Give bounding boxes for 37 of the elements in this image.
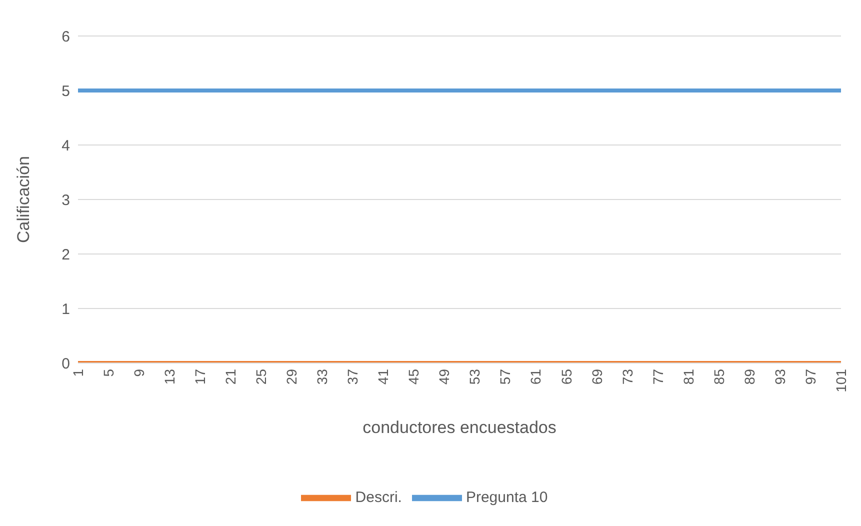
x-tick-label: 29 — [284, 368, 300, 385]
y-tick-label: 2 — [62, 246, 70, 264]
legend-label: Pregunta 10 — [466, 488, 548, 506]
x-tick-label: 1 — [70, 368, 86, 377]
x-tick-label: 33 — [314, 368, 330, 385]
x-tick-label: 61 — [528, 368, 544, 385]
x-tick-label: 69 — [588, 368, 605, 385]
x-tick-label: 13 — [162, 368, 178, 385]
x-tick-label: 49 — [436, 368, 452, 385]
x-tick-label: 101 — [832, 368, 849, 392]
x-tick-label: 97 — [802, 368, 818, 385]
y-tick-label: 3 — [62, 192, 70, 209]
x-axis-title: conductores encuestados — [362, 418, 556, 437]
x-tick-label: 21 — [222, 368, 239, 385]
x-tick-label: 89 — [741, 368, 758, 385]
x-tick-label: 81 — [680, 368, 696, 385]
x-tick-label: 77 — [650, 368, 666, 385]
x-tick-label: 45 — [406, 368, 422, 385]
y-tick-label: 4 — [62, 137, 70, 154]
x-tick-label: 65 — [558, 368, 574, 385]
x-tick-label: 57 — [497, 368, 514, 385]
legend-label: Descri. — [355, 488, 402, 506]
x-tick-label: 85 — [710, 368, 727, 385]
y-tick-label: 0 — [62, 355, 70, 372]
x-tick-label: 93 — [772, 368, 788, 385]
x-tick-label: 17 — [192, 368, 208, 385]
y-tick-label: 6 — [62, 28, 70, 46]
x-tick-label: 5 — [100, 368, 116, 377]
x-tick-label: 9 — [130, 368, 147, 377]
x-tick-label: 73 — [619, 368, 636, 385]
x-tick-label: 41 — [375, 368, 392, 385]
x-tick-label: 37 — [344, 368, 361, 385]
y-tick-label: 5 — [62, 82, 70, 100]
y-tick-label: 1 — [62, 300, 70, 318]
x-tick-label: 53 — [466, 368, 483, 385]
x-tick-label: 25 — [253, 368, 270, 385]
y-axis-title: Calificación — [14, 156, 34, 243]
